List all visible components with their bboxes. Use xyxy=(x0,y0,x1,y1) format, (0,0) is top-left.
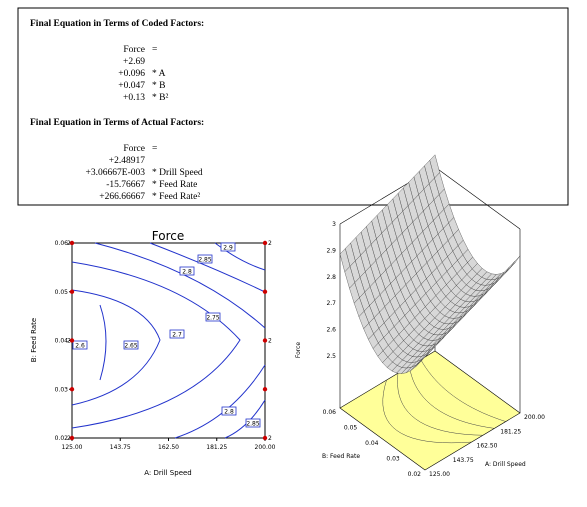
replicate-label: 2 xyxy=(268,240,272,247)
level-label: 2.9 xyxy=(223,245,233,252)
section-title: Final Equation in Terms of Coded Factors… xyxy=(30,19,204,29)
x-axis-label: A: Drill Speed xyxy=(144,469,192,477)
level-label-box xyxy=(205,312,221,322)
feed-tick-label: 0.05 xyxy=(344,425,358,432)
design-point xyxy=(262,240,268,246)
level-label: 2.85 xyxy=(246,421,260,428)
feed-tick-label: 0.02 xyxy=(408,471,422,478)
plot-frame xyxy=(71,242,266,439)
y-tick-label: 0.02 xyxy=(55,435,69,442)
z-tick-label: 2.8 xyxy=(326,274,336,281)
level-label-box xyxy=(220,242,236,252)
floor-contour xyxy=(409,366,495,429)
section-title: Final Equation in Terms of Actual Factor… xyxy=(30,118,204,128)
level-label: 2.85 xyxy=(198,257,212,264)
factor: * B² xyxy=(152,93,168,103)
replicate-label: 2 xyxy=(268,338,272,345)
equation-box xyxy=(17,7,569,206)
factor: * B xyxy=(152,81,165,91)
feed-axis-label: B: Feed Rate xyxy=(322,453,360,460)
replicate-label: 2 xyxy=(67,240,71,247)
lhs: Force xyxy=(123,45,145,55)
floor-contour xyxy=(382,380,472,444)
level-label-box xyxy=(197,254,213,264)
speed-tick-label: 125.00 xyxy=(429,471,450,478)
level-label-box xyxy=(221,406,237,416)
equations: Final Equation in Terms of Coded Factors… xyxy=(30,19,204,202)
design-point xyxy=(262,338,268,343)
y-axis-label: B: Feed Rate xyxy=(30,318,38,362)
eq: = xyxy=(152,45,157,55)
replicate-label: 2 xyxy=(268,435,272,442)
z-axis-label: Force xyxy=(295,342,302,359)
y-tick-label: 0.06 xyxy=(55,240,69,247)
design-point xyxy=(69,240,75,246)
level-label: 2.6 xyxy=(75,343,85,350)
x-tick-label: 143.75 xyxy=(110,444,131,451)
feed-tick-label: 0.03 xyxy=(386,456,400,463)
floor-contour xyxy=(397,373,483,436)
level-label: 2.8 xyxy=(224,409,234,416)
design-point xyxy=(262,435,268,441)
speed-tick-label: 162.50 xyxy=(477,443,498,450)
level-label: 2.65 xyxy=(124,343,138,350)
replicate-label: 2 xyxy=(67,338,71,345)
feed-tick-label: 0.04 xyxy=(365,440,379,447)
factor: * Feed Rate xyxy=(152,180,197,190)
floor-contour xyxy=(420,359,506,422)
z-tick-label: 2.9 xyxy=(326,247,336,254)
speed-tick-label: 181.25 xyxy=(500,428,521,435)
x-tick-label: 200.00 xyxy=(255,444,276,451)
eq: = xyxy=(152,144,157,154)
level-label-box xyxy=(169,329,185,339)
y-tick-label: 0.04 xyxy=(55,338,69,345)
design-point xyxy=(262,289,268,294)
coef: +2.48917 xyxy=(109,156,145,166)
factor: * Drill Speed xyxy=(152,168,203,178)
plot-title: Force xyxy=(152,229,184,243)
floor xyxy=(339,350,521,471)
coef: +0.047 xyxy=(118,81,145,91)
coef: +2.69 xyxy=(123,57,145,67)
level-label-box xyxy=(179,266,195,276)
factor: * A xyxy=(152,69,166,79)
x-tick-label: 125.00 xyxy=(62,444,83,451)
coef: +266.66667 xyxy=(99,192,145,202)
contour-plot: Force 2.9 2.85 2.8 2.75 2.7 2.65 2.6 2.8 2.85 12… xyxy=(30,229,276,477)
coef: +0.096 xyxy=(118,69,145,79)
design-point xyxy=(69,338,75,343)
z-tick-label: 2.6 xyxy=(326,327,336,334)
factor: * Feed Rate² xyxy=(152,192,200,202)
design-point xyxy=(69,289,75,294)
speed-tick-label: 200.00 xyxy=(524,414,545,421)
lhs: Force xyxy=(123,144,145,154)
design-point xyxy=(69,387,75,392)
z-tick-label: 2.7 xyxy=(326,300,336,307)
feed-tick-label: 0.06 xyxy=(323,409,337,416)
level-label: 2.7 xyxy=(172,332,182,339)
coef: +3.06667E-003 xyxy=(86,168,146,178)
z-tick-label: 3 xyxy=(332,221,336,228)
level-label: 2.75 xyxy=(206,315,220,322)
coef: +0.13 xyxy=(123,93,145,103)
coef: -15.76667 xyxy=(106,180,145,190)
speed-tick-label: 143.75 xyxy=(453,457,474,464)
design-point xyxy=(69,435,75,441)
level-label-box xyxy=(72,340,88,350)
replicate-label: 2 xyxy=(67,435,71,442)
x-tick-label: 181.25 xyxy=(206,444,227,451)
box-edge xyxy=(434,166,521,230)
level-label-box xyxy=(123,340,139,350)
y-tick-label: 0.05 xyxy=(55,289,69,296)
level-label: 2.8 xyxy=(182,269,192,276)
design-point xyxy=(262,387,268,392)
z-tick-label: 2.5 xyxy=(326,353,336,360)
x-tick-label: 162.50 xyxy=(158,444,179,451)
level-label-box xyxy=(245,418,261,428)
surface-plot: 2.5 2.6 2.7 2.8 2.9 3 0.02 0.03 0.04 0.05 0.06 125.… xyxy=(295,154,545,478)
speed-axis-label: A: Drill Speed xyxy=(485,461,526,468)
y-tick-label: 0.03 xyxy=(55,386,69,393)
surface-cell xyxy=(420,349,431,362)
